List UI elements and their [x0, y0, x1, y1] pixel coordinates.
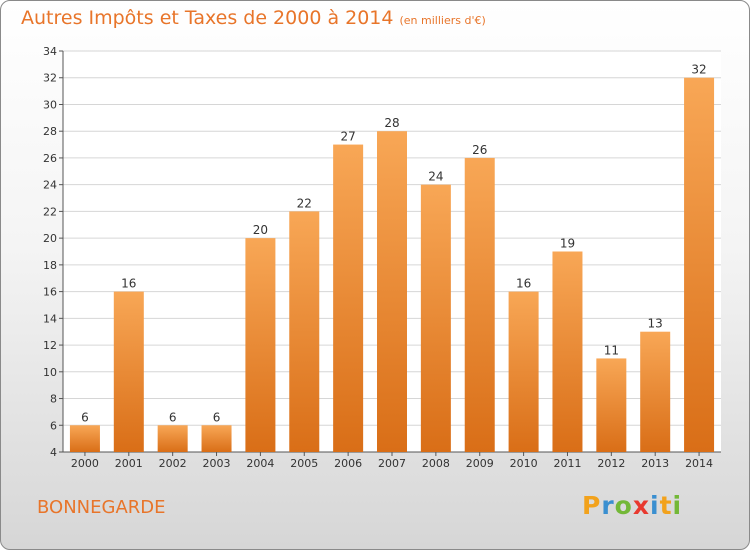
chart-title: Autres Impôts et Taxes de 2000 à 2014 (en… — [21, 7, 486, 29]
x-tick-label: 2012 — [597, 457, 625, 470]
x-tick-label: 2002 — [159, 457, 187, 470]
bar — [157, 425, 188, 452]
bar-value-label: 32 — [691, 63, 706, 77]
bar-value-label: 16 — [121, 277, 136, 291]
bar-value-label: 6 — [81, 410, 89, 424]
bar — [552, 251, 583, 452]
y-tick-label: 4 — [50, 446, 57, 459]
y-tick-label: 28 — [43, 125, 57, 138]
logo-letter: o — [614, 491, 633, 520]
commune-name: BONNEGARDE — [37, 497, 166, 518]
bar-value-label: 16 — [516, 277, 531, 291]
bar-value-label: 22 — [297, 196, 312, 210]
bar-value-label: 11 — [604, 343, 619, 357]
bar — [596, 358, 627, 452]
bar-value-label: 6 — [213, 410, 221, 424]
x-tick-label: 2009 — [466, 457, 494, 470]
y-tick-label: 26 — [43, 152, 57, 165]
logo-letter: i — [672, 491, 683, 520]
x-tick-label: 2001 — [115, 457, 143, 470]
x-tick-label: 2004 — [246, 457, 274, 470]
bar-value-label: 26 — [472, 143, 487, 157]
bar — [245, 238, 276, 452]
bar-value-label: 19 — [560, 237, 575, 251]
logo-letter: x — [632, 491, 650, 520]
bar-value-label: 27 — [340, 130, 355, 144]
x-tick-label: 2010 — [510, 457, 538, 470]
x-tick-label: 2008 — [422, 457, 450, 470]
chart-subtitle: (en milliers d'€) — [399, 14, 486, 27]
bar — [333, 144, 364, 453]
bar — [69, 425, 100, 452]
chart-title-text: Autres Impôts et Taxes de 2000 à 2014 — [21, 7, 394, 29]
bar-value-label: 6 — [169, 410, 177, 424]
y-tick-label: 34 — [43, 45, 57, 58]
x-tick-label: 2006 — [334, 457, 362, 470]
bar — [201, 425, 232, 452]
bar — [420, 184, 451, 452]
bar-value-label: 28 — [384, 116, 399, 130]
y-tick-label: 14 — [43, 312, 57, 325]
y-tick-label: 32 — [43, 72, 57, 85]
logo-letter: t — [659, 491, 673, 520]
y-tick-label: 18 — [43, 259, 57, 272]
x-tick-label: 2011 — [553, 457, 581, 470]
bar-value-label: 24 — [428, 170, 443, 184]
x-tick-label: 2005 — [290, 457, 318, 470]
y-tick-label: 24 — [43, 179, 57, 192]
y-tick-label: 30 — [43, 98, 57, 111]
bar — [464, 157, 495, 452]
y-tick-label: 10 — [43, 366, 57, 379]
bar — [508, 291, 539, 452]
x-tick-label: 2003 — [203, 457, 231, 470]
bar — [113, 291, 144, 452]
bar — [377, 131, 407, 452]
bar — [640, 331, 671, 452]
y-tick-label: 16 — [43, 286, 57, 299]
y-tick-label: 12 — [43, 339, 57, 352]
bar-value-label: 20 — [253, 223, 268, 237]
y-tick-label: 22 — [43, 205, 57, 218]
logo-letter: P — [582, 491, 602, 520]
proxiti-logo: Proxiti — [582, 491, 682, 520]
logo-letter: i — [650, 491, 660, 520]
bar-value-label: 13 — [648, 317, 663, 331]
x-tick-label: 2007 — [378, 457, 406, 470]
x-tick-label: 2013 — [641, 457, 669, 470]
x-tick-label: 2014 — [685, 457, 713, 470]
y-tick-label: 8 — [50, 393, 57, 406]
logo-letter: r — [601, 491, 615, 520]
x-tick-label: 2000 — [71, 457, 99, 470]
bar — [289, 211, 320, 452]
y-tick-label: 6 — [50, 419, 57, 432]
bar — [684, 77, 715, 452]
y-tick-label: 20 — [43, 232, 57, 245]
